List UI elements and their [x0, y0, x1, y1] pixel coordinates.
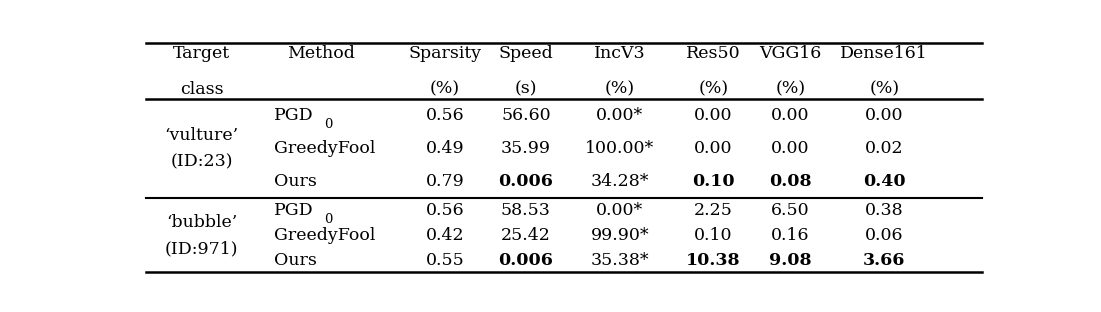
Text: 99.90*: 99.90*: [590, 227, 648, 244]
Text: PGD: PGD: [274, 202, 314, 219]
Text: Speed: Speed: [499, 45, 553, 61]
Text: 0.08: 0.08: [770, 173, 811, 190]
Text: 0: 0: [324, 213, 333, 227]
Text: 9.08: 9.08: [770, 251, 811, 269]
Text: 2.25: 2.25: [694, 202, 733, 219]
Text: 0.56: 0.56: [425, 202, 465, 219]
Text: Res50: Res50: [686, 45, 741, 61]
Text: 0.00: 0.00: [771, 140, 809, 157]
Text: PGD: PGD: [274, 107, 314, 124]
Text: 35.38*: 35.38*: [590, 251, 648, 269]
Text: 0.79: 0.79: [425, 173, 465, 190]
Text: 34.28*: 34.28*: [590, 173, 648, 190]
Text: 0.42: 0.42: [425, 227, 465, 244]
Text: 0.38: 0.38: [865, 202, 904, 219]
Text: (%): (%): [429, 80, 460, 98]
Text: 0.00*: 0.00*: [596, 107, 643, 124]
Text: 0.10: 0.10: [695, 227, 733, 244]
Text: 0.02: 0.02: [865, 140, 904, 157]
Text: Dense161: Dense161: [840, 45, 928, 61]
Text: 0.006: 0.006: [499, 173, 554, 190]
Text: 6.50: 6.50: [771, 202, 809, 219]
Text: 10.38: 10.38: [686, 251, 741, 269]
Text: (ID:971): (ID:971): [165, 240, 239, 257]
Text: 0.10: 0.10: [693, 173, 734, 190]
Text: Sparsity: Sparsity: [408, 45, 481, 61]
Text: 0.06: 0.06: [865, 227, 904, 244]
Text: Target: Target: [173, 45, 230, 61]
Text: Method: Method: [287, 45, 355, 61]
Text: (%): (%): [869, 80, 900, 98]
Text: GreedyFool: GreedyFool: [274, 140, 375, 157]
Text: GreedyFool: GreedyFool: [274, 227, 375, 244]
Text: Ours: Ours: [274, 251, 317, 269]
Text: 100.00*: 100.00*: [585, 140, 654, 157]
Text: ‘bubble’: ‘bubble’: [166, 214, 237, 231]
Text: class: class: [179, 80, 224, 98]
Text: 0.40: 0.40: [863, 173, 905, 190]
Text: 0.00: 0.00: [771, 107, 809, 124]
Text: 0.56: 0.56: [425, 107, 465, 124]
Text: (%): (%): [775, 80, 806, 98]
Text: (s): (s): [514, 80, 537, 98]
Text: 0.16: 0.16: [771, 227, 809, 244]
Text: 0.00*: 0.00*: [596, 202, 643, 219]
Text: (ID:23): (ID:23): [171, 153, 233, 170]
Text: 0.00: 0.00: [695, 107, 733, 124]
Text: 0.55: 0.55: [425, 251, 465, 269]
Text: 25.42: 25.42: [501, 227, 550, 244]
Text: (%): (%): [698, 80, 729, 98]
Text: 35.99: 35.99: [501, 140, 550, 157]
Text: 3.66: 3.66: [863, 251, 905, 269]
Text: 0.00: 0.00: [695, 140, 733, 157]
Text: (%): (%): [604, 80, 635, 98]
Text: 0.49: 0.49: [425, 140, 465, 157]
Text: 58.53: 58.53: [501, 202, 550, 219]
Text: 0: 0: [324, 118, 333, 131]
Text: 56.60: 56.60: [501, 107, 550, 124]
Text: 0.006: 0.006: [499, 251, 554, 269]
Text: IncV3: IncV3: [593, 45, 645, 61]
Text: Ours: Ours: [274, 173, 317, 190]
Text: ‘vulture’: ‘vulture’: [164, 127, 239, 144]
Text: 0.00: 0.00: [865, 107, 904, 124]
Text: VGG16: VGG16: [760, 45, 821, 61]
